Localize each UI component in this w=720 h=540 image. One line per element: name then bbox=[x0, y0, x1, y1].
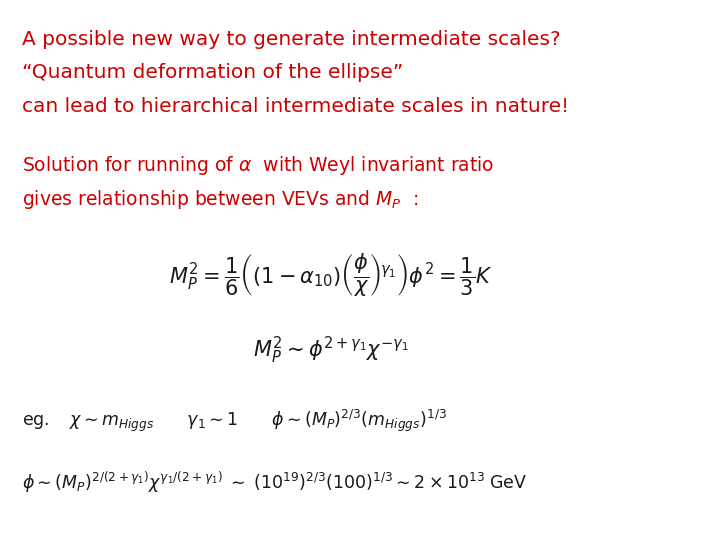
Text: gives relationship between VEVs and $M_P$  :: gives relationship between VEVs and $M_P… bbox=[22, 188, 418, 211]
Text: A possible new way to generate intermediate scales?: A possible new way to generate intermedi… bbox=[22, 30, 560, 49]
Text: “Quantum deformation of the ellipse”: “Quantum deformation of the ellipse” bbox=[22, 63, 403, 82]
Text: $M_P^2 = \dfrac{1}{6}\left((1-\alpha_{10})\left(\dfrac{\phi}{\chi}\right)^{\!\ga: $M_P^2 = \dfrac{1}{6}\left((1-\alpha_{10… bbox=[169, 251, 493, 298]
Text: can lead to hierarchical intermediate scales in nature!: can lead to hierarchical intermediate sc… bbox=[22, 97, 569, 116]
Text: $\phi \sim (M_P)^{2/(2+\gamma_1)}\chi^{\gamma_1/(2+\gamma_1)} \;\sim\; (10^{19}): $\phi \sim (M_P)^{2/(2+\gamma_1)}\chi^{\… bbox=[22, 470, 526, 495]
Text: $M_P^2 \sim \phi^{2+\gamma_1}\chi^{-\gamma_1}$: $M_P^2 \sim \phi^{2+\gamma_1}\chi^{-\gam… bbox=[253, 335, 409, 366]
Text: $\mathrm{eg.}\quad \chi \sim m_{Higgs} \qquad \gamma_1 \sim 1 \qquad \phi \sim (: $\mathrm{eg.}\quad \chi \sim m_{Higgs} \… bbox=[22, 408, 446, 434]
Text: Solution for running of $\alpha$  with Weyl invariant ratio: Solution for running of $\alpha$ with We… bbox=[22, 154, 494, 178]
